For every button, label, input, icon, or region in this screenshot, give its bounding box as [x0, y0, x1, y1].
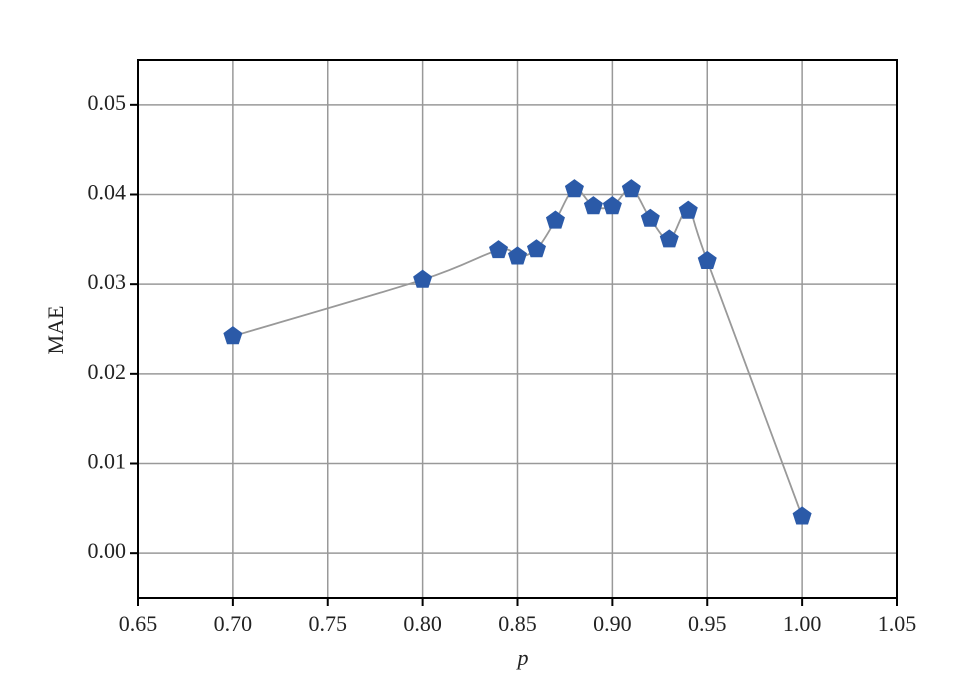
y-axis-label: MAE [43, 306, 68, 355]
x-tick-label: 1.05 [878, 611, 917, 636]
x-tick-label: 0.85 [498, 611, 537, 636]
x-tick-label: 1.00 [783, 611, 822, 636]
marker [526, 239, 546, 258]
marker [413, 269, 433, 288]
marker [489, 240, 509, 259]
y-tick-label: 0.04 [88, 180, 127, 205]
y-tick-label: 0.05 [88, 90, 127, 115]
marker [583, 196, 603, 215]
x-axis-label: p [516, 645, 529, 670]
marker [640, 208, 660, 227]
marker [507, 246, 528, 265]
marker [602, 196, 622, 215]
y-tick-label: 0.03 [88, 269, 127, 294]
x-tick-label: 0.90 [593, 611, 632, 636]
x-tick-label: 0.95 [688, 611, 727, 636]
x-tick-label: 0.70 [214, 611, 253, 636]
marker [697, 250, 717, 269]
marker [659, 229, 679, 248]
marker [621, 179, 641, 198]
y-tick-label: 0.00 [88, 538, 127, 563]
x-tick-label: 0.65 [119, 611, 158, 636]
marker [545, 210, 565, 229]
x-tick-label: 0.75 [309, 611, 348, 636]
y-tick-label: 0.02 [88, 359, 127, 384]
marker [678, 200, 698, 219]
marker [792, 506, 812, 525]
marker [564, 179, 584, 198]
x-tick-label: 0.80 [403, 611, 442, 636]
y-tick-label: 0.01 [88, 449, 127, 474]
plot-frame [137, 59, 898, 599]
marker [223, 326, 243, 345]
grid [137, 60, 898, 598]
